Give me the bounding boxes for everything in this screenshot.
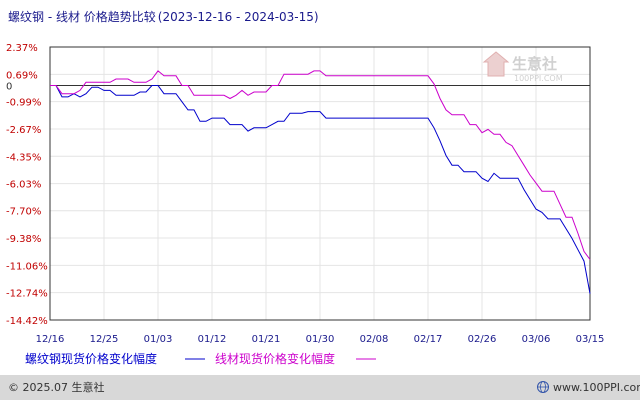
watermark-logo: 生意社 100PPI.COM xyxy=(482,51,563,83)
footer-copyright: © 2025.07 生意社 xyxy=(8,380,104,394)
x-tick-label: 03/15 xyxy=(576,334,605,345)
plot-border xyxy=(49,46,591,321)
x-tick-labels: 12/16 12/25 01/03 01/12 01/21 01/30 02/08 02/17… xyxy=(36,334,605,345)
x-tick-label: 03/06 xyxy=(522,334,551,345)
x-tick-label: 01/21 xyxy=(252,334,281,345)
y-tick-label: -9.38% xyxy=(6,234,41,245)
footer-bar xyxy=(0,375,640,400)
series-lines xyxy=(50,70,591,294)
legend-label-wire-rod: 线材现货价格变化幅度 xyxy=(215,351,335,366)
y-tick-label: -7.70% xyxy=(6,207,41,218)
y-tick-label: -11.06% xyxy=(6,261,48,272)
x-tick-label: 02/08 xyxy=(360,334,389,345)
y-tick-label: -6.03% xyxy=(6,180,41,191)
y-tick-labels: 2.37% 0.69%0 -0.99% -2.67% -4.35% -6.03% -7.70… xyxy=(6,43,48,327)
watermark-url: 100PPI.COM xyxy=(514,74,563,83)
x-tick-label: 01/03 xyxy=(144,334,173,345)
watermark-name: 生意社 xyxy=(512,55,557,73)
legend-label-rebar: 螺纹钢现货价格变化幅度 xyxy=(25,351,157,366)
globe-icon xyxy=(537,381,549,393)
y-tick-label: -0.99% xyxy=(6,98,41,109)
y-tick-label: -2.67% xyxy=(6,125,41,136)
x-tick-label: 01/12 xyxy=(198,334,227,345)
y-tick-label: 2.37% xyxy=(6,43,38,54)
y-tick-label: 0 xyxy=(6,82,12,93)
legend: 螺纹钢现货价格变化幅度 线材现货价格变化幅度 xyxy=(25,351,376,366)
x-tick-label: 02/17 xyxy=(414,334,443,345)
grid xyxy=(49,46,591,321)
x-tick-label: 01/30 xyxy=(306,334,335,345)
x-tick-label: 12/16 xyxy=(36,334,65,345)
axes xyxy=(49,46,591,321)
series-line-1 xyxy=(50,70,591,260)
chart-title: 螺纹钢 - 线材 价格趋势比较 (2023-12-16 - 2024-03-15) xyxy=(8,9,319,24)
footer-website[interactable]: www.100PPI.com xyxy=(553,381,640,394)
y-tick-label: 0.69% xyxy=(6,70,38,81)
y-tick-label: -4.35% xyxy=(6,152,41,163)
house-icon xyxy=(482,51,510,77)
y-tick-label: -14.42% xyxy=(6,316,48,327)
series-line-0 xyxy=(50,85,591,294)
y-tick-label: -12.74% xyxy=(6,289,48,300)
x-tick-label: 12/25 xyxy=(90,334,119,345)
x-tick-label: 02/26 xyxy=(468,334,497,345)
